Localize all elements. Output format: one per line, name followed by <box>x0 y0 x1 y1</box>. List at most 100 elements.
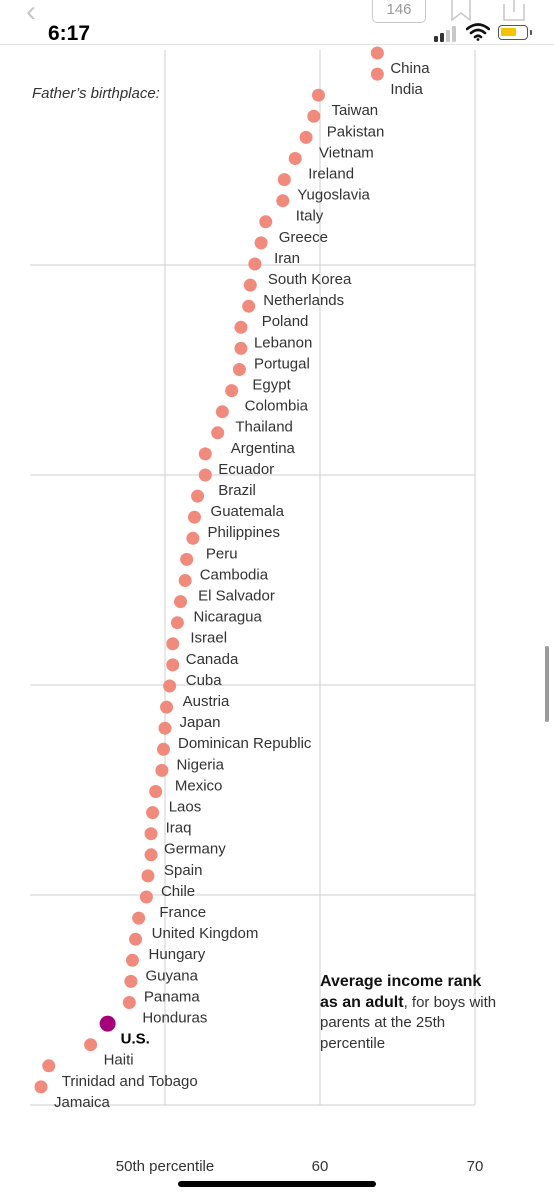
data-point-label: El Salvador <box>198 588 275 605</box>
data-point-label: Colombia <box>245 398 309 415</box>
data-point <box>248 257 262 271</box>
data-point <box>125 953 139 967</box>
comment-count-button[interactable]: 146 <box>372 0 426 23</box>
data-point-label: United Kingdom <box>152 925 259 942</box>
data-point <box>42 1059 56 1073</box>
data-point-label: Cuba <box>186 672 223 689</box>
data-point <box>180 552 194 566</box>
data-point <box>259 215 273 229</box>
data-point-label: Guyana <box>145 967 198 984</box>
data-point-label: Thailand <box>235 419 293 436</box>
data-point <box>370 67 384 81</box>
data-point-label: China <box>390 60 430 77</box>
data-point-label: Pakistan <box>327 123 385 140</box>
data-point-label: Ireland <box>308 166 354 183</box>
data-point <box>156 742 170 756</box>
data-point <box>311 88 325 102</box>
data-point <box>124 974 138 988</box>
data-point <box>163 679 177 693</box>
data-point-label: Spain <box>164 862 202 879</box>
scrollbar[interactable] <box>545 646 549 722</box>
data-point <box>232 363 246 376</box>
header-divider <box>0 44 554 45</box>
data-point <box>129 932 143 946</box>
data-point-label: Nigeria <box>176 756 224 773</box>
data-point <box>170 616 184 630</box>
x-axis-ticks: 50th percentile 60 70 <box>116 1158 484 1175</box>
grid-lines <box>30 50 476 1106</box>
home-indicator[interactable] <box>178 1181 376 1187</box>
data-point-label: Yugoslavia <box>297 187 370 204</box>
data-point <box>178 574 192 587</box>
data-point-label: Canada <box>186 651 239 668</box>
data-point-label: Italy <box>296 208 324 225</box>
data-point-label: Cambodia <box>200 566 269 583</box>
data-point-label: Israel <box>190 630 227 647</box>
cellular-signal-icon <box>434 26 456 42</box>
data-point <box>166 658 180 672</box>
data-point <box>141 869 155 883</box>
data-point <box>122 996 136 1009</box>
bookmark-icon[interactable] <box>450 0 472 22</box>
data-point-label: Jamaica <box>54 1094 111 1111</box>
data-point <box>34 1080 48 1094</box>
data-point <box>158 721 172 735</box>
data-point <box>288 152 302 165</box>
data-point <box>155 763 169 777</box>
data-point-label: Laos <box>169 799 202 816</box>
annotation-description: , for boys with parents at the 25th perc… <box>320 993 497 1052</box>
data-point-label: Egypt <box>252 377 291 394</box>
wifi-icon <box>466 23 490 41</box>
x-tick-label: 60 <box>312 1158 329 1175</box>
annotation-title: Average income rank as an adult <box>320 973 482 1011</box>
data-point <box>149 785 163 798</box>
data-point-label: Austria <box>183 693 230 710</box>
data-point <box>243 278 257 292</box>
data-point <box>174 595 187 609</box>
data-point-label: Greece <box>279 229 328 246</box>
data-point-label: South Korea <box>268 271 352 288</box>
x-tick-label: 70 <box>467 1158 484 1175</box>
data-point <box>198 468 212 482</box>
share-icon[interactable] <box>502 0 526 22</box>
data-point-label: Poland <box>262 313 309 330</box>
data-point-label: Philippines <box>207 524 280 541</box>
data-point <box>132 911 146 925</box>
data-point-label: Nicaragua <box>194 609 263 626</box>
data-points: China India Taiwan Pakistan Vietnam Ireland Yu… <box>34 46 430 1111</box>
data-point <box>307 109 321 123</box>
data-point <box>186 531 200 545</box>
data-point-label: India <box>390 81 423 98</box>
data-point <box>215 405 229 419</box>
data-point <box>187 510 201 524</box>
data-point-label: Iraq <box>166 820 192 837</box>
data-point-label: Lebanon <box>254 334 312 351</box>
data-point-label: Germany <box>164 841 226 858</box>
data-point-label: Argentina <box>231 440 296 457</box>
data-point <box>225 384 239 398</box>
data-point-label: Netherlands <box>263 292 344 309</box>
data-point-label: Chile <box>161 883 195 900</box>
data-point <box>191 489 205 503</box>
data-point <box>299 130 313 144</box>
data-point <box>234 320 248 334</box>
data-point-label: Mexico <box>175 777 223 794</box>
data-point-label: Guatemala <box>211 503 285 520</box>
data-point <box>234 341 248 355</box>
status-bar: ‹ 6:17 146 <box>0 0 554 45</box>
data-point-label: Taiwan <box>331 102 378 119</box>
back-chevron-icon[interactable]: ‹ <box>26 0 36 28</box>
data-point <box>370 46 384 60</box>
data-point <box>211 426 225 440</box>
data-point-label: Hungary <box>149 946 206 963</box>
data-point-label: France <box>159 904 206 921</box>
axis-side-label: Father’s birthplace: <box>32 84 160 104</box>
data-point-label: Trinidad and Tobago <box>62 1073 198 1090</box>
data-point <box>242 299 256 313</box>
data-point <box>276 194 290 208</box>
data-point-label: Ecuador <box>218 461 274 478</box>
data-point <box>198 447 212 461</box>
data-point <box>277 173 291 187</box>
data-point <box>139 890 153 904</box>
